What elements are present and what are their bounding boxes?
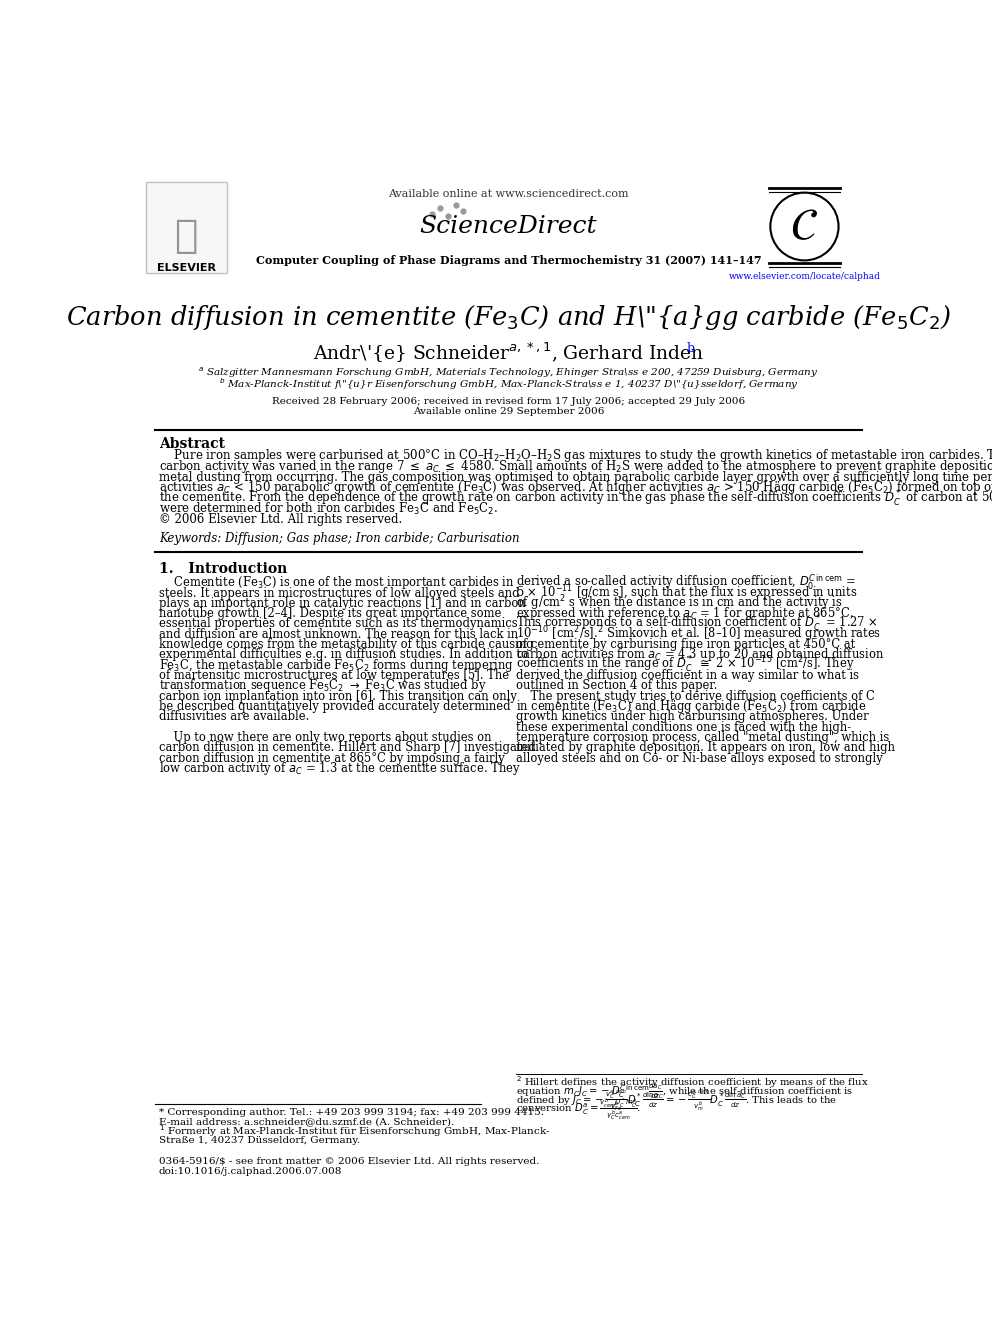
Text: $^2$ Hillert defines the activity diffusion coefficient by means of the flux: $^2$ Hillert defines the activity diffus… [516,1074,869,1090]
Text: Received 28 February 2006; received in revised form 17 July 2006; accepted 29 Ju: Received 28 February 2006; received in r… [272,397,745,406]
Text: were determined for both iron carbides Fe$_3$C and Fe$_5$C$_2$.: were determined for both iron carbides F… [159,501,498,517]
Text: E-mail address: a.schneider@du.szmf.de (A. Schneider).: E-mail address: a.schneider@du.szmf.de (… [159,1118,454,1126]
Text: activities $a_C$ < 150 parabolic growth of cementite (Fe$_3$C) was observed. At : activities $a_C$ < 150 parabolic growth … [159,479,992,496]
Text: Up to now there are only two reports about studies on: Up to now there are only two reports abo… [159,732,491,744]
Text: equation $m_C J_C = -D_C^{C\,\mathrm{in\,cem}}\frac{da_C}{dz}$, while the self-d: equation $m_C J_C = -D_C^{C\,\mathrm{in\… [516,1081,853,1101]
Text: Abstract: Abstract [159,437,225,451]
Text: www.elsevier.com/locate/calphad: www.elsevier.com/locate/calphad [728,273,880,280]
Text: defined by $J_C = -\frac{v_C^{a,cem}}{v_{Fe}^b} D^*_C \frac{d\ln a_C}{dz} = -\fr: defined by $J_C = -\frac{v_C^{a,cem}}{v_… [516,1089,837,1113]
Text: carbon activities from $a_C$ = 4.3 up to 20 and obtained diffusion: carbon activities from $a_C$ = 4.3 up to… [516,647,884,663]
Text: ELSEVIER: ELSEVIER [157,263,215,273]
Text: plays an important role in catalytic reactions [1] and in carbon: plays an important role in catalytic rea… [159,597,526,610]
Text: knowledge comes from the metastability of this carbide causing: knowledge comes from the metastability o… [159,638,534,651]
Text: derived the diffusion coefficient in a way similar to what is: derived the diffusion coefficient in a w… [516,669,859,683]
Text: Available online at www.sciencedirect.com: Available online at www.sciencedirect.co… [388,189,629,200]
Text: The present study tries to derive diffusion coefficients of C: The present study tries to derive diffus… [516,689,875,703]
Text: the cementite. From the dependence of the growth rate on carbon activity in the : the cementite. From the dependence of th… [159,488,992,508]
Text: be described quantitatively provided accurately determined: be described quantitatively provided acc… [159,700,511,713]
Text: of cementite by carburising fine iron particles at 450°C at: of cementite by carburising fine iron pa… [516,638,855,651]
Text: This corresponds to a self-diffusion coefficient of $D^*_C$ = 1.27 $\times$: This corresponds to a self-diffusion coe… [516,614,878,634]
Text: nanotube growth [2–4]. Despite its great importance some: nanotube growth [2–4]. Despite its great… [159,607,501,620]
Text: 1.   Introduction: 1. Introduction [159,562,287,576]
Text: 0364-5916/$ - see front matter © 2006 Elsevier Ltd. All rights reserved.: 0364-5916/$ - see front matter © 2006 El… [159,1156,540,1166]
Text: steels. It appears in microstructures of low alloyed steels and: steels. It appears in microstructures of… [159,586,520,599]
Text: carbon diffusion in cementite. Hillert and Sharp [7] investigated: carbon diffusion in cementite. Hillert a… [159,741,536,754]
Text: Fe$_3$C, the metastable carbide Fe$_5$C$_2$ forms during tempering: Fe$_3$C, the metastable carbide Fe$_5$C$… [159,656,514,673]
Text: $^a$ Salzgitter Mannesmann Forschung GmbH, Materials Technology, Ehinger Stra\ss: $^a$ Salzgitter Mannesmann Forschung Gmb… [198,365,818,380]
Text: carbon activity was varied in the range 7 $\leq$ $a_C$ $\leq$ 4580. Small amount: carbon activity was varied in the range … [159,458,992,475]
Text: derived a so-called activity diffusion coefficient, $D_0^{C\,\mathrm{in\,cem}}$ : derived a so-called activity diffusion c… [516,573,856,593]
Text: carbon ion implantation into iron [6]. This transition can only: carbon ion implantation into iron [6]. T… [159,689,517,703]
Text: and diffusion are almost unknown. The reason for this lack in: and diffusion are almost unknown. The re… [159,628,518,640]
Text: of g/cm$^2$ s when the distance is in cm and the activity is: of g/cm$^2$ s when the distance is in cm… [516,594,843,613]
Text: 🌳: 🌳 [175,217,197,255]
Text: growth kinetics under high carburising atmospheres. Under: growth kinetics under high carburising a… [516,710,869,724]
Text: Straße 1, 40237 Düsseldorf, Germany.: Straße 1, 40237 Düsseldorf, Germany. [159,1136,360,1144]
Text: Available online 29 September 2006: Available online 29 September 2006 [413,406,604,415]
Text: alloyed steels and on Co- or Ni-base alloys exposed to strongly: alloyed steels and on Co- or Ni-base all… [516,751,883,765]
Text: Computer Coupling of Phase Diagrams and Thermochemistry 31 (2007) 141–147: Computer Coupling of Phase Diagrams and … [256,255,761,266]
Text: experimental difficulties e.g. in diffusion studies. In addition to: experimental difficulties e.g. in diffus… [159,648,528,662]
Text: 5 $\times$ 10$^{-11}$ [g/cm s], such that the flux is expressed in units: 5 $\times$ 10$^{-11}$ [g/cm s], such tha… [516,583,857,603]
Bar [146,181,227,273]
Text: transformation sequence Fe$_5$C$_2$ $\rightarrow$ Fe$_3$C was studied by: transformation sequence Fe$_5$C$_2$ $\ri… [159,677,486,695]
Text: Keywords: Diffusion; Gas phase; Iron carbide; Carburisation: Keywords: Diffusion; Gas phase; Iron car… [159,532,520,545]
Text: $\mathcal{C}$: $\mathcal{C}$ [791,205,818,249]
Text: diffusivities are available.: diffusivities are available. [159,710,310,724]
Text: low carbon activity of $a_C$ = 1.3 at the cementite surface. They: low carbon activity of $a_C$ = 1.3 at th… [159,759,521,777]
Text: outlined in Section 4 of this paper.: outlined in Section 4 of this paper. [516,680,717,692]
Text: carbon diffusion in cementite at 865°C by imposing a fairly: carbon diffusion in cementite at 865°C b… [159,751,505,765]
Text: initiated by graphite deposition. It appears on iron, low and high: initiated by graphite deposition. It app… [516,741,895,754]
Text: doi:10.1016/j.calphad.2006.07.008: doi:10.1016/j.calphad.2006.07.008 [159,1167,342,1176]
Text: in cementite (Fe$_3$C) and Hägg carbide (Fe$_5$C$_2$) from carbide: in cementite (Fe$_3$C) and Hägg carbide … [516,699,867,714]
Text: © 2006 Elsevier Ltd. All rights reserved.: © 2006 Elsevier Ltd. All rights reserved… [159,513,402,527]
Text: of martensitic microstructures at low temperatures [5]. The: of martensitic microstructures at low te… [159,669,509,683]
Text: 10$^{-10}$ [cm$^2$/s].$^2$ Simkovich et al. [8–10] measured growth rates: 10$^{-10}$ [cm$^2$/s].$^2$ Simkovich et … [516,624,881,644]
Text: Pure iron samples were carburised at 500°C in CO–H$_2$–H$_2$O–H$_2$S gas mixture: Pure iron samples were carburised at 500… [159,447,992,464]
Text: Andr\'{e} Schneider$^{a,*,1}$, Gerhard Inden: Andr\'{e} Schneider$^{a,*,1}$, Gerhard I… [312,340,704,365]
Text: * Corresponding author. Tel.: +49 203 999 3194; fax: +49 203 999 4415.: * Corresponding author. Tel.: +49 203 99… [159,1109,544,1118]
Text: b: b [686,341,694,355]
Text: Carbon diffusion in cementite (Fe$_3$C) and H\"{a}gg carbide (Fe$_5$C$_2$): Carbon diffusion in cementite (Fe$_3$C) … [65,303,951,332]
Text: ScienceDirect: ScienceDirect [420,216,597,238]
Text: coefficients in the range of $D^*_C$ $\cong$ 2 $\times$ 10$^{-15}$ [cm$^2$/s]. T: coefficients in the range of $D^*_C$ $\c… [516,655,855,675]
Text: metal dusting from occurring. The gas composition was optimised to obtain parabo: metal dusting from occurring. The gas co… [159,471,992,484]
Text: Cementite (Fe$_3$C) is one of the most important carbides in: Cementite (Fe$_3$C) is one of the most i… [159,574,515,591]
Text: $^1$ Formerly at Max-Planck-Institut für Eisenforschung GmbH, Max-Planck-: $^1$ Formerly at Max-Planck-Institut für… [159,1123,551,1139]
Text: conversion $D^a_C = \frac{v_{cem}^b D^*_C m_C^a}{\gamma_C^b c_{cem}^a}$.: conversion $D^a_C = \frac{v_{cem}^b D^*_… [516,1097,641,1122]
Text: temperature corrosion process, called "metal dusting", which is: temperature corrosion process, called "m… [516,732,890,744]
Text: $^b$ Max-Planck-Institut f\"{u}r Eisenforschung GmbH, Max-Planck-Stra\ss e 1, 40: $^b$ Max-Planck-Institut f\"{u}r Eisenfo… [218,377,799,393]
Text: expressed with reference to $a_C$ = 1 for graphite at 865°C.: expressed with reference to $a_C$ = 1 fo… [516,605,854,622]
Text: these experimental conditions one is faced with the high-: these experimental conditions one is fac… [516,721,851,734]
Text: essential properties of cementite such as its thermodynamics: essential properties of cementite such a… [159,618,518,631]
